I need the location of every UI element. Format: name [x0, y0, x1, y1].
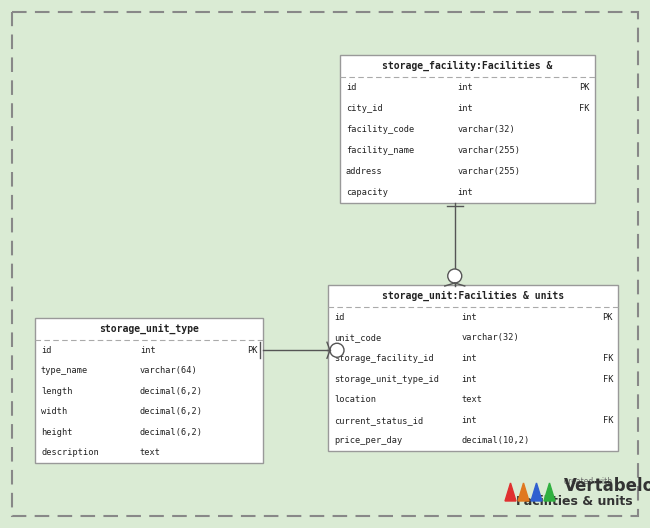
- Text: int: int: [462, 374, 477, 383]
- Text: int: int: [140, 346, 155, 355]
- Text: storage_unit_type: storage_unit_type: [99, 324, 199, 334]
- Polygon shape: [505, 483, 516, 501]
- Text: storage_unit_type_id: storage_unit_type_id: [334, 374, 439, 383]
- Polygon shape: [531, 483, 542, 501]
- Text: FK: FK: [603, 416, 613, 425]
- Text: facility_name: facility_name: [346, 146, 414, 155]
- Text: text: text: [140, 448, 161, 457]
- Text: created with: created with: [564, 477, 612, 486]
- Text: length: length: [41, 386, 73, 396]
- Text: storage_facility:Facilities &: storage_facility:Facilities &: [382, 61, 552, 71]
- Polygon shape: [518, 483, 529, 501]
- Text: facility_code: facility_code: [346, 125, 414, 134]
- Text: description: description: [41, 448, 99, 457]
- Polygon shape: [544, 483, 555, 501]
- Circle shape: [448, 269, 462, 283]
- Text: width: width: [41, 407, 67, 416]
- Text: int: int: [462, 313, 477, 322]
- Text: city_id: city_id: [346, 104, 383, 113]
- Text: int: int: [462, 416, 477, 425]
- Text: address: address: [346, 167, 383, 176]
- Text: decimal(6,2): decimal(6,2): [140, 386, 203, 396]
- Text: capacity: capacity: [346, 188, 388, 197]
- Text: varchar(255): varchar(255): [458, 146, 520, 155]
- Text: PK: PK: [603, 313, 613, 322]
- Text: int: int: [458, 83, 473, 92]
- Text: FK: FK: [580, 104, 590, 113]
- Text: int: int: [462, 354, 477, 363]
- Text: storage_facility_id: storage_facility_id: [334, 354, 434, 363]
- Text: current_status_id: current_status_id: [334, 416, 423, 425]
- Text: decimal(6,2): decimal(6,2): [140, 428, 203, 437]
- Text: unit_code: unit_code: [334, 333, 382, 342]
- Text: int: int: [458, 104, 473, 113]
- Text: PK: PK: [580, 83, 590, 92]
- Text: decimal(6,2): decimal(6,2): [140, 407, 203, 416]
- Text: text: text: [462, 395, 482, 404]
- Text: PK: PK: [248, 346, 258, 355]
- Text: Vertabelo: Vertabelo: [564, 477, 650, 495]
- Text: id: id: [41, 346, 51, 355]
- Text: price_per_day: price_per_day: [334, 436, 402, 445]
- Text: storage_unit:Facilities & units: storage_unit:Facilities & units: [382, 291, 564, 301]
- Text: FK: FK: [603, 354, 613, 363]
- FancyBboxPatch shape: [328, 285, 618, 451]
- FancyBboxPatch shape: [35, 318, 263, 463]
- Text: id: id: [346, 83, 356, 92]
- Text: int: int: [458, 188, 473, 197]
- Text: height: height: [41, 428, 73, 437]
- Text: varchar(32): varchar(32): [462, 333, 519, 342]
- FancyBboxPatch shape: [340, 55, 595, 203]
- Text: FK: FK: [603, 374, 613, 383]
- Circle shape: [330, 343, 344, 357]
- Text: location: location: [334, 395, 376, 404]
- Text: Facilities & units: Facilities & units: [516, 495, 633, 508]
- Text: varchar(64): varchar(64): [140, 366, 198, 375]
- Text: varchar(255): varchar(255): [458, 167, 520, 176]
- Text: varchar(32): varchar(32): [458, 125, 515, 134]
- Text: type_name: type_name: [41, 366, 88, 375]
- Text: id: id: [334, 313, 345, 322]
- Text: decimal(10,2): decimal(10,2): [462, 436, 530, 445]
